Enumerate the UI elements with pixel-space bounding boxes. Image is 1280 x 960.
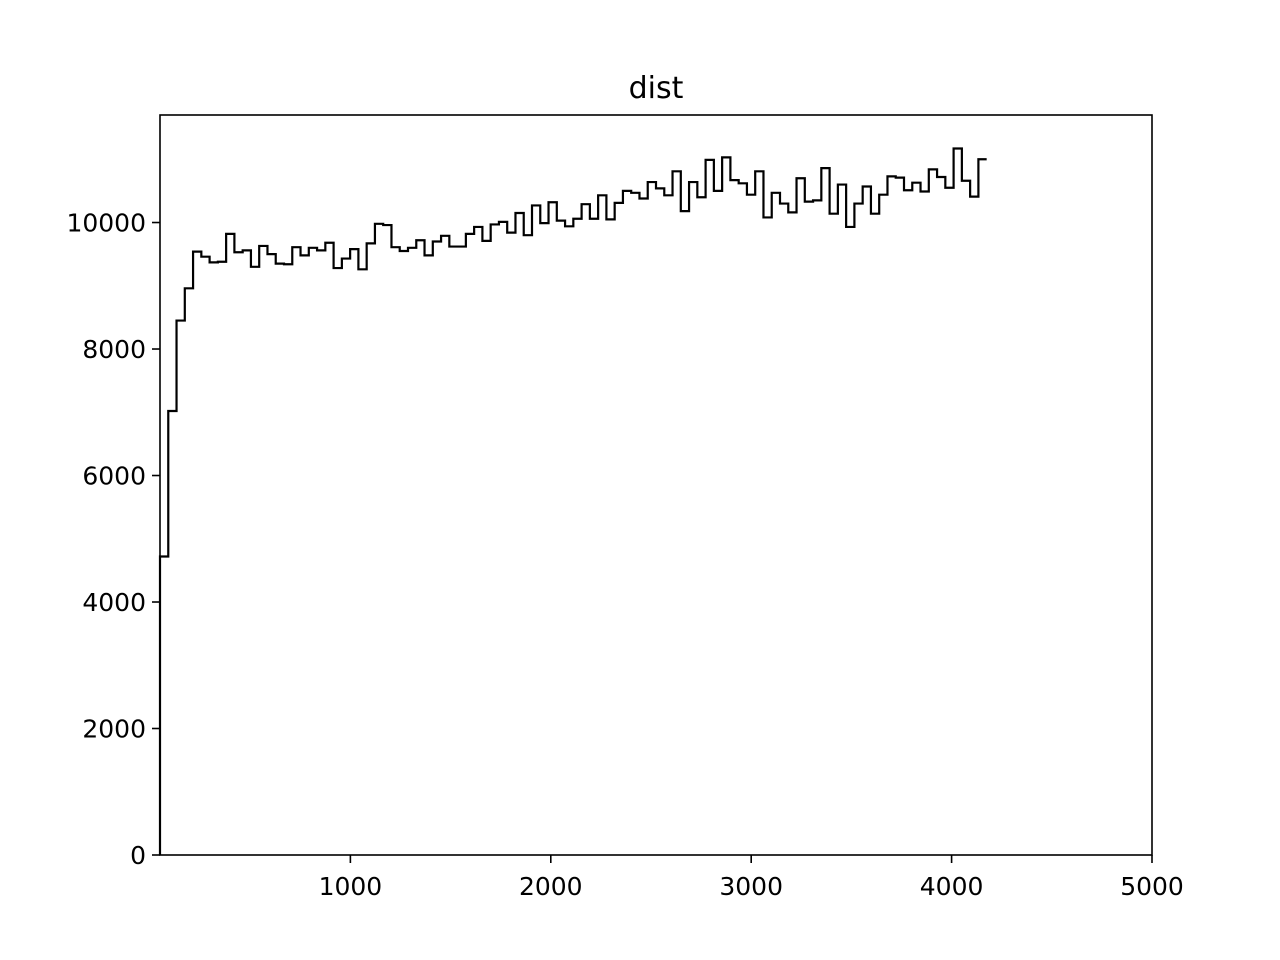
x-tick-label: 3000 (719, 872, 783, 901)
x-tick-label: 5000 (1120, 872, 1184, 901)
y-tick-label: 6000 (82, 462, 146, 491)
plot-frame (159, 114, 1153, 856)
x-tick-label: 2000 (519, 872, 583, 901)
y-tick-label: 0 (130, 841, 146, 870)
histogram-step-line (158, 147, 987, 855)
x-tick-label: 1000 (319, 872, 383, 901)
chart-title: dist (629, 71, 684, 106)
plot-area (158, 147, 987, 855)
y-tick-label: 2000 (82, 715, 146, 744)
y-tick-label: 10000 (66, 209, 146, 238)
y-tick-label: 8000 (82, 335, 146, 364)
x-tick-label: 4000 (920, 872, 984, 901)
y-tick-label: 4000 (82, 588, 146, 617)
